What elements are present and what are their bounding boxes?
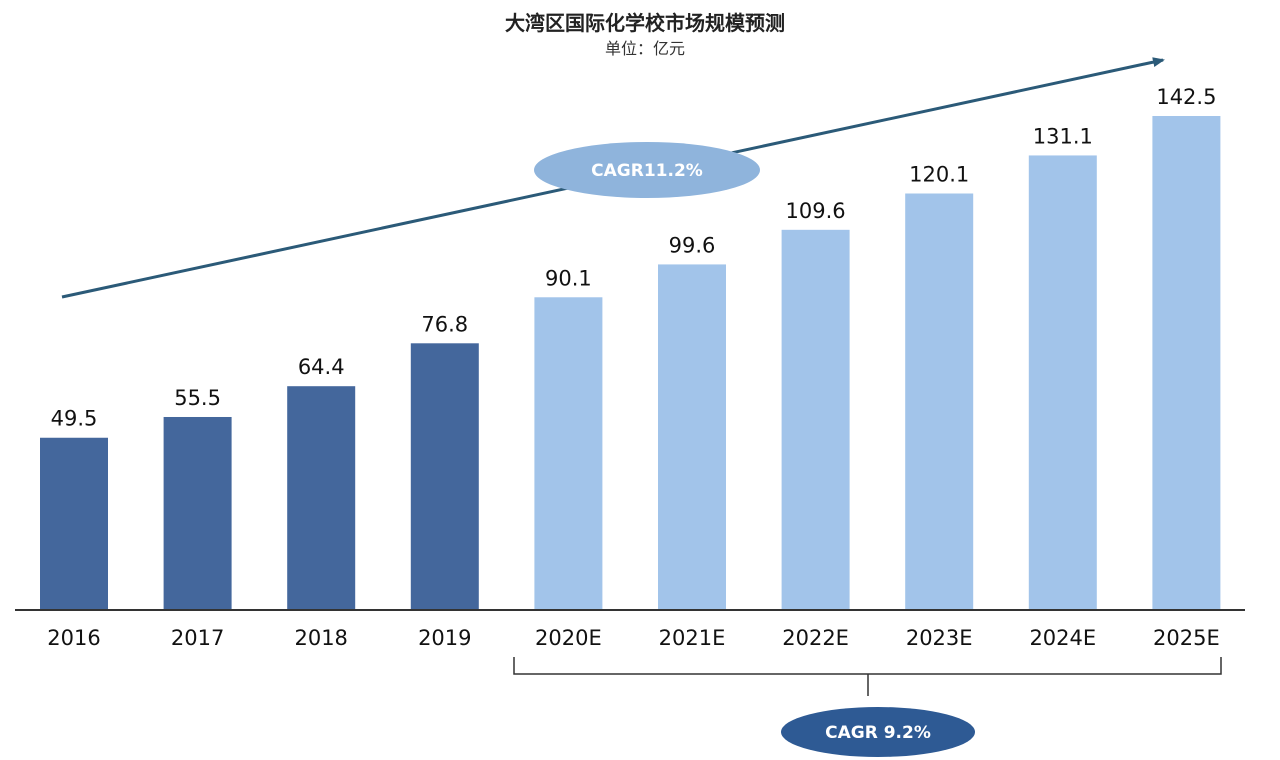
forecast-cagr-ellipse [781,707,975,757]
category-label-2021E: 2021E [659,626,726,650]
bar-2022E [781,229,850,609]
value-label-2016: 49.5 [51,407,98,431]
category-label-2019: 2019 [418,626,471,650]
bar-2017 [163,416,232,609]
forecast-cagr-label: CAGR 9.2% [825,723,931,743]
bar-2016 [40,437,108,609]
category-label-2025E: 2025E [1153,626,1220,650]
bars-group [40,116,1221,609]
bar-2020E [534,297,603,609]
bar-2018 [287,386,356,609]
value-labels-group: 49.5 55.5 64.4 76.8 90.1 99.6 109.6 120.1 131.1 1… [51,85,1217,431]
bar-2024E [1028,155,1097,609]
forecast-cagr-badge: CAGR 9.2% [781,707,975,757]
bar-2021E [658,264,726,609]
trend-cagr-ellipse [534,142,760,198]
bar-2025E [1152,116,1221,609]
chart-subtitle: 单位：亿元 [605,39,685,58]
category-labels-group: 2016 2017 2018 2019 2020E 2021E 2022E 2023E 2024… [47,626,1219,650]
category-label-2023E: 2023E [906,626,973,650]
category-label-2020E: 2020E [535,626,602,650]
bar-2019 [410,343,479,609]
value-label-2023E: 120.1 [909,162,969,186]
chart-title: 大湾区国际化学校市场规模预测 [505,11,785,35]
trend-cagr-label: CAGR11.2% [591,161,703,181]
value-label-2022E: 109.6 [786,199,846,223]
value-label-2020E: 90.1 [545,266,592,290]
forecast-bracket [513,657,1222,696]
category-label-2024E: 2024E [1029,626,1096,650]
category-label-2018: 2018 [294,626,347,650]
value-label-2025E: 142.5 [1156,85,1216,109]
value-label-2018: 64.4 [298,355,345,379]
value-label-2021E: 99.6 [669,233,716,257]
trend-cagr-badge: CAGR11.2% [534,142,760,198]
category-label-2016: 2016 [47,626,100,650]
category-label-2017: 2017 [171,626,224,650]
value-label-2024E: 131.1 [1033,124,1093,148]
value-label-2017: 55.5 [174,386,221,410]
bar-2023E [905,193,974,609]
value-label-2019: 76.8 [421,312,468,336]
category-label-2022E: 2022E [782,626,849,650]
